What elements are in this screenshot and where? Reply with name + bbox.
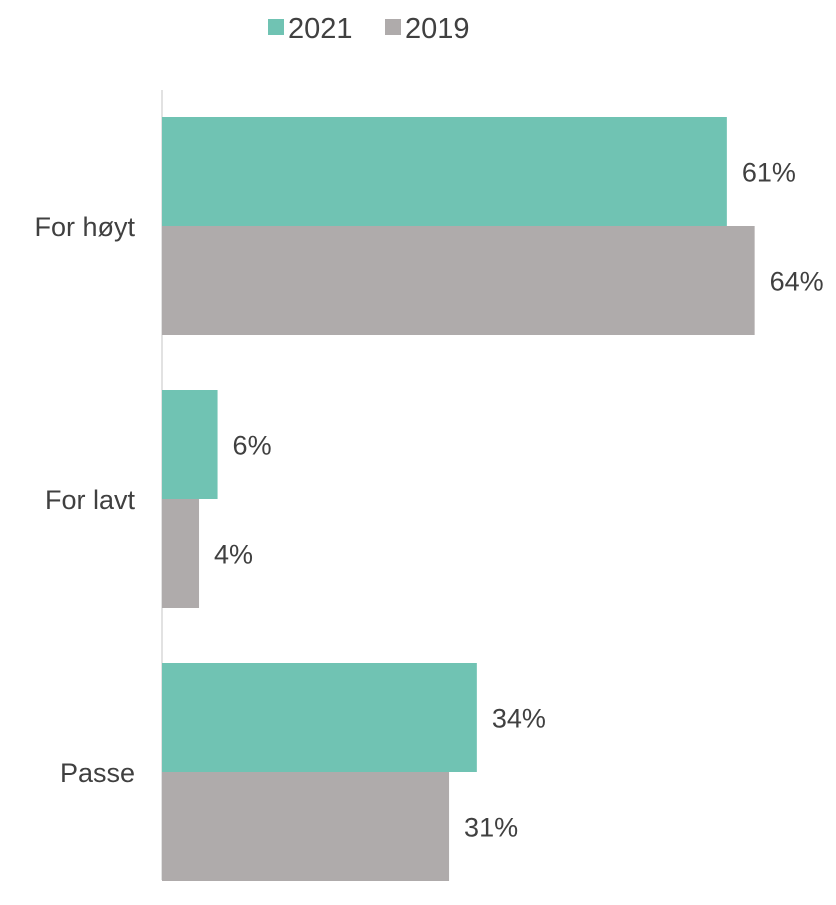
data-label-2021-passe: 34% <box>492 704 546 734</box>
legend-label-2019: 2019 <box>405 13 470 45</box>
data-label-2021-for-h-yt: 61% <box>742 158 796 188</box>
data-label-2021-for-lavt: 6% <box>233 431 272 461</box>
bar-2021-passe <box>162 663 477 772</box>
bar-2021-for-h-yt <box>162 117 727 226</box>
category-label-passe: Passe <box>60 758 135 788</box>
data-label-2019-for-h-yt: 64% <box>770 267 824 297</box>
data-label-2019-for-lavt: 4% <box>214 540 253 570</box>
legend-swatch-2021 <box>268 19 284 35</box>
category-labels: For høyt For lavt Passe <box>34 212 135 788</box>
category-label-for-h-yt: For høyt <box>34 212 135 242</box>
bar-2019-passe <box>162 772 450 881</box>
legend-label-2021: 2021 <box>288 13 353 45</box>
bars <box>162 117 755 881</box>
legend-swatch-2019 <box>385 19 401 35</box>
bar-2019-for-h-yt <box>162 226 755 335</box>
data-label-2019-passe: 31% <box>464 813 518 843</box>
bar-2019-for-lavt <box>162 499 200 608</box>
legend: 2021 2019 <box>268 13 470 45</box>
bar-2021-for-lavt <box>162 390 218 499</box>
category-label-for-lavt: For lavt <box>45 485 136 515</box>
data-labels: 61% 64% 6% 4% 34% 31% <box>214 158 824 843</box>
